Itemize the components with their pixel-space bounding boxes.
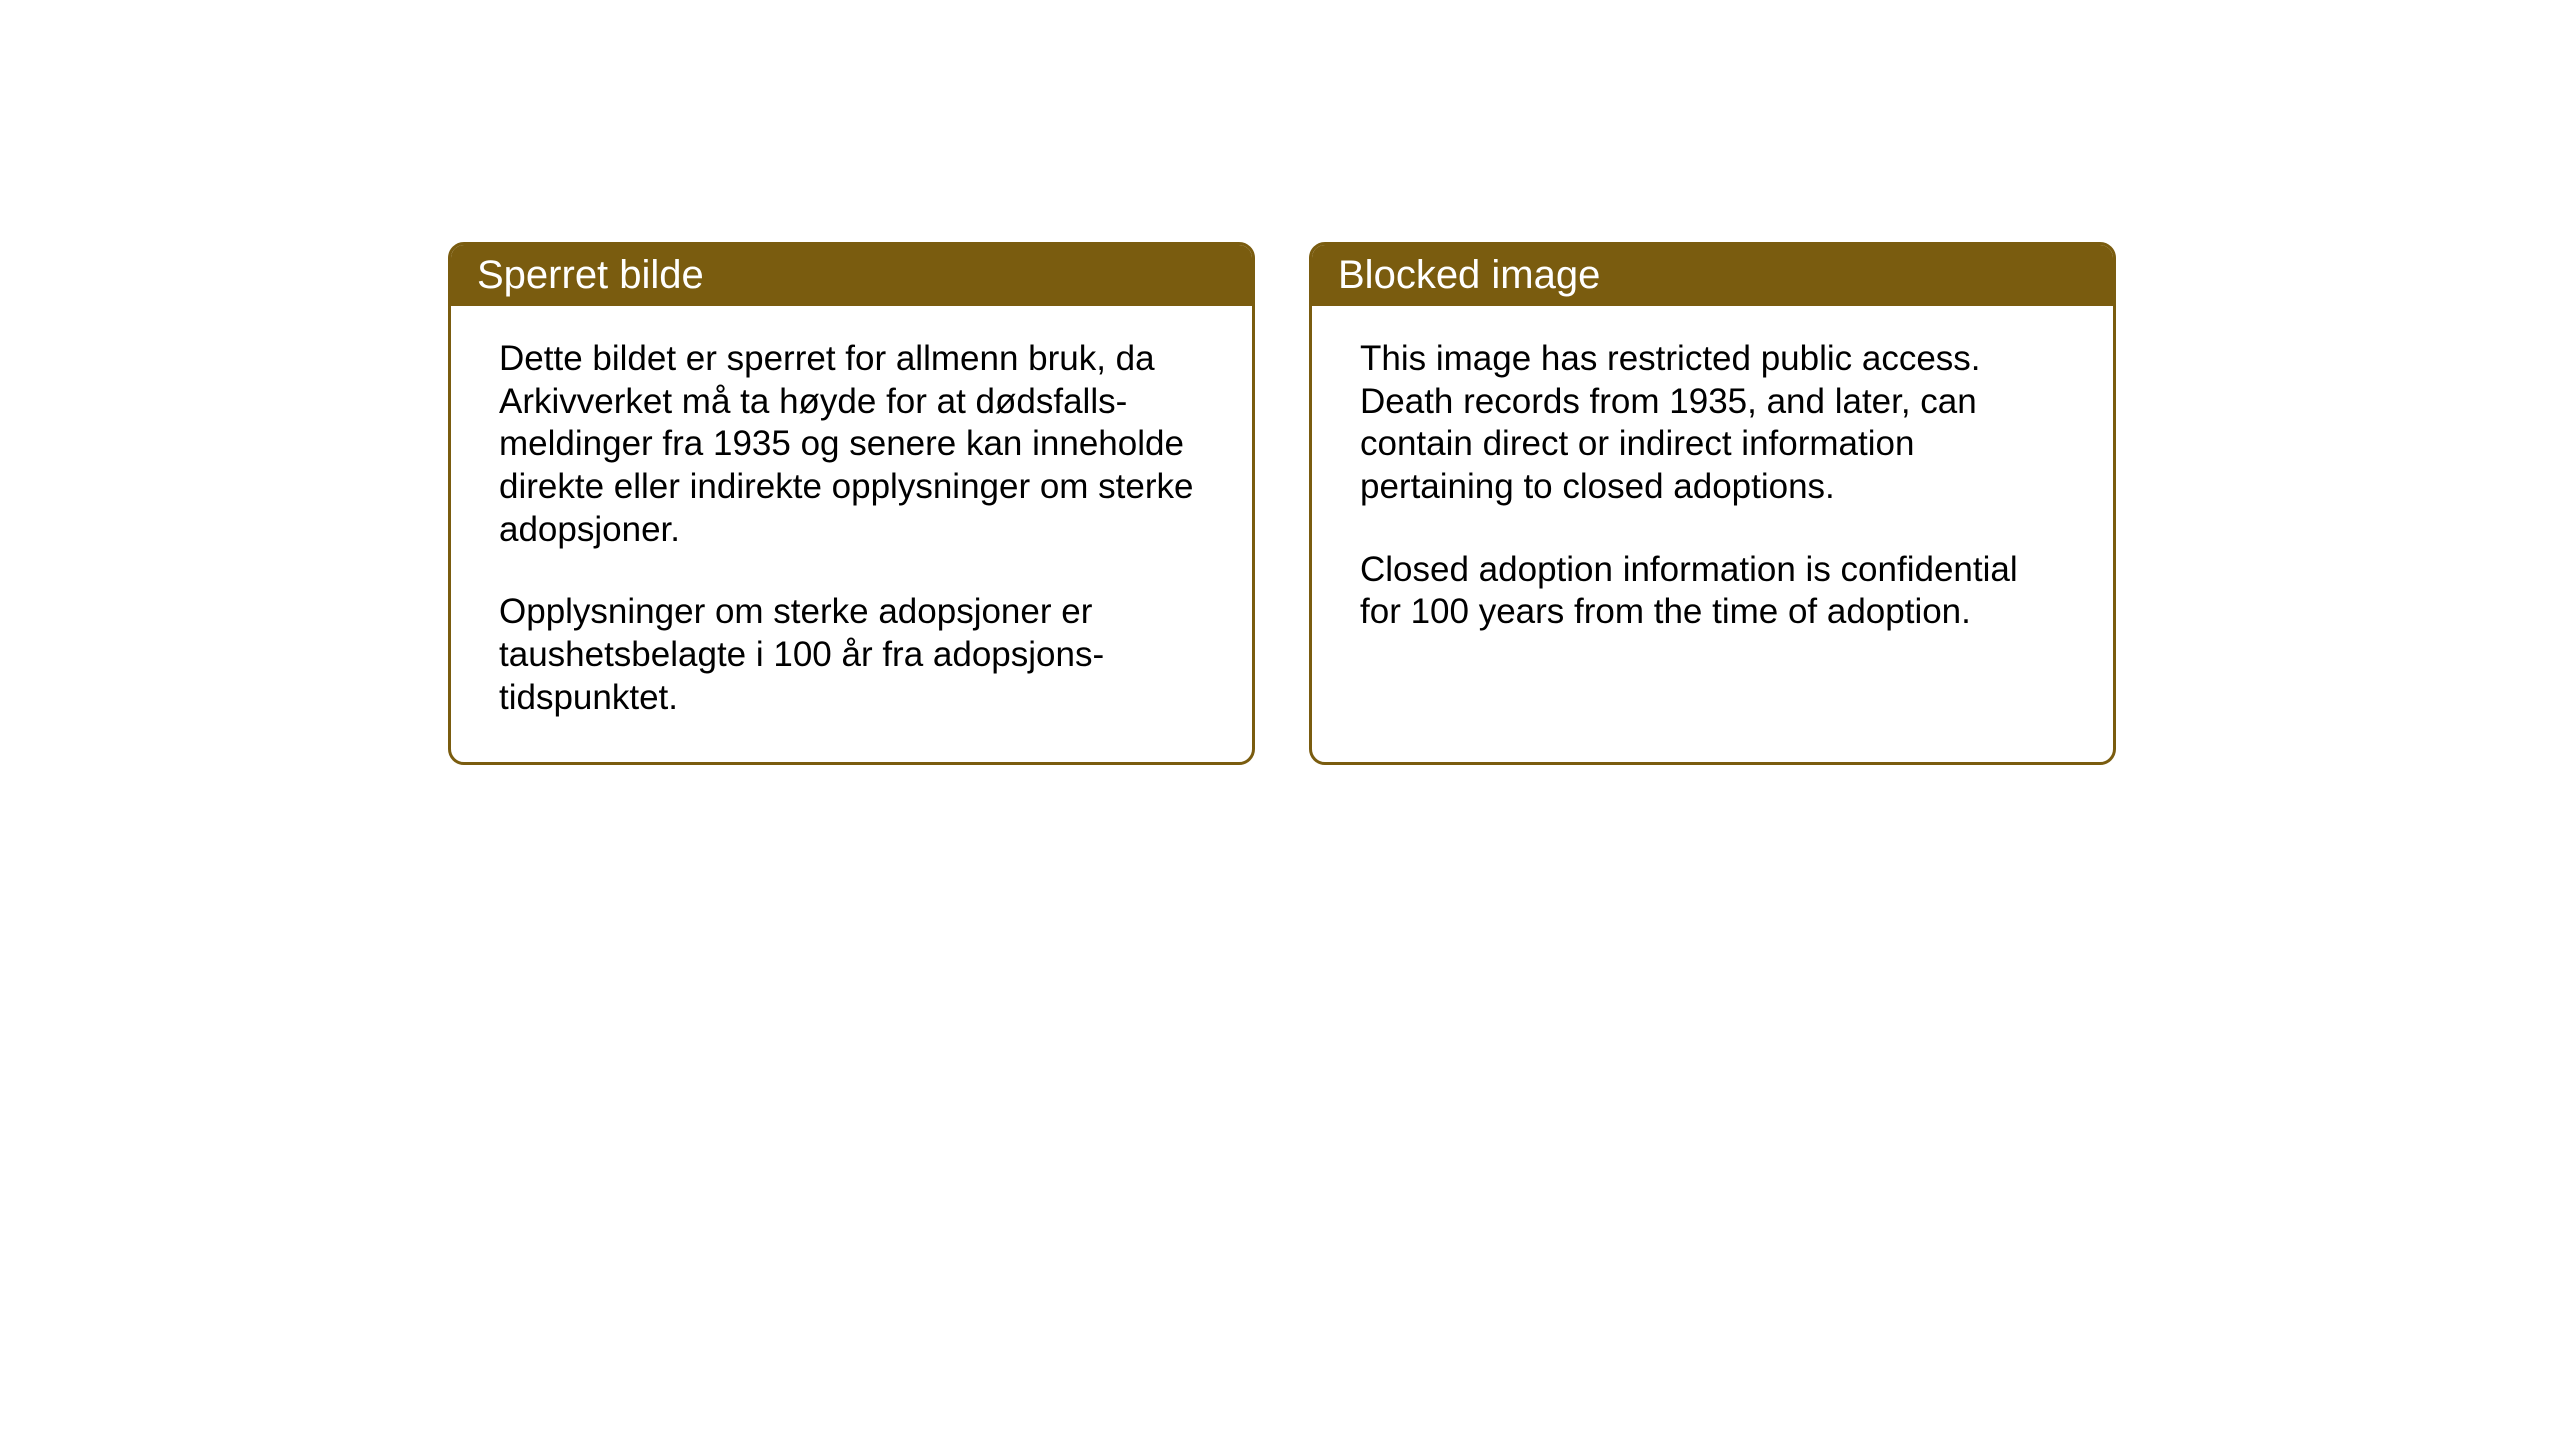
card-header-norwegian: Sperret bilde — [451, 245, 1252, 306]
card-paragraph-2-norwegian: Opplysninger om sterke adopsjoner er tau… — [499, 591, 1204, 719]
card-paragraph-1-english: This image has restricted public access.… — [1360, 338, 2065, 509]
cards-container: Sperret bilde Dette bildet er sperret fo… — [448, 242, 2116, 765]
card-body-english: This image has restricted public access.… — [1312, 306, 2113, 742]
card-paragraph-2-english: Closed adoption information is confident… — [1360, 549, 2065, 634]
card-header-english: Blocked image — [1312, 245, 2113, 306]
card-paragraph-1-norwegian: Dette bildet er sperret for allmenn bruk… — [499, 338, 1204, 551]
blocked-image-card-english: Blocked image This image has restricted … — [1309, 242, 2116, 765]
card-title-english: Blocked image — [1338, 253, 1600, 297]
blocked-image-card-norwegian: Sperret bilde Dette bildet er sperret fo… — [448, 242, 1255, 765]
card-title-norwegian: Sperret bilde — [477, 253, 704, 297]
card-body-norwegian: Dette bildet er sperret for allmenn bruk… — [451, 306, 1252, 762]
